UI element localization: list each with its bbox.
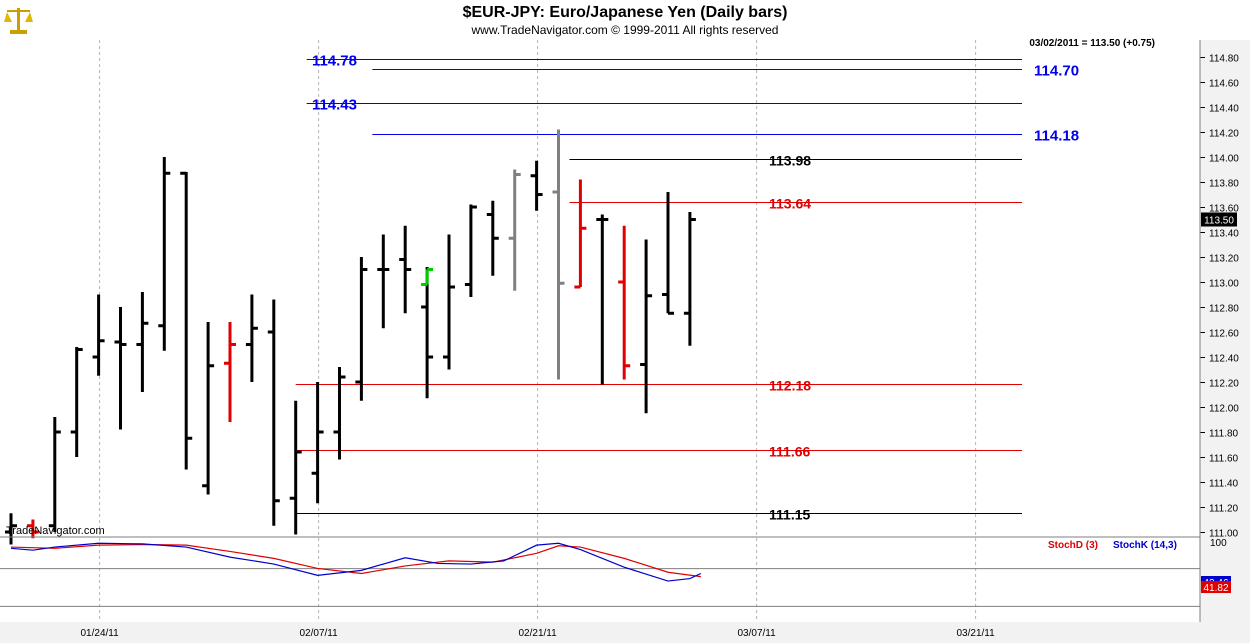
price-bar [245, 294, 258, 382]
date-tick-label: 02/21/11 [519, 628, 558, 639]
price-bar [443, 234, 455, 370]
chart-subtitle: www.TradeNavigator.com © 1999-2011 All r… [471, 23, 779, 37]
level-label-114.78: 114.78 [312, 53, 357, 70]
price-bar [530, 160, 543, 211]
last-quote: 03/02/2011 = 113.50 (+0.75) [1029, 38, 1155, 49]
price-bar [136, 292, 149, 392]
level-lines: 114.78 114.70 114.43 114.18 113.98 113.64 112.… [295, 53, 1079, 523]
price-bar [311, 382, 324, 504]
date-tick-label: 03/07/11 [738, 628, 777, 639]
level-label-111.15: 111.15 [769, 507, 810, 523]
level-label-114.70: 114.70 [1034, 63, 1079, 80]
last-price-label: 113.50 [1204, 216, 1234, 227]
price-axis-panel [1200, 40, 1250, 643]
stochastic-panel [0, 542, 1200, 607]
stoch-axis-100: 100 [1210, 538, 1227, 549]
price-bar [464, 204, 477, 297]
price-tick-label: 114.80 [1209, 54, 1239, 65]
level-label-114.18: 114.18 [1034, 128, 1079, 145]
scales-icon [4, 8, 33, 34]
level-label-113.64: 113.64 [769, 196, 811, 212]
legend-stoch-d: StochD (3) [1048, 540, 1098, 551]
price-tick-label: 111.40 [1209, 479, 1239, 490]
price-tick-label: 111.00 [1209, 529, 1239, 540]
price-bar [333, 367, 346, 460]
price-bar [158, 157, 171, 351]
price-tick-label: 114.20 [1209, 129, 1239, 140]
price-bar [662, 192, 674, 315]
price-bar [224, 322, 236, 422]
price-tick-label: 113.20 [1209, 254, 1239, 265]
stoch-d-value-tag [1201, 581, 1231, 593]
price-tick-label: 112.60 [1209, 329, 1239, 340]
price-bar [289, 400, 302, 535]
price-bar [5, 513, 17, 545]
price-bar [596, 214, 609, 385]
level-label-112.18: 112.18 [769, 378, 811, 394]
price-bar [683, 212, 696, 346]
date-axis-panel [0, 622, 1250, 643]
date-tick-label: 02/07/11 [300, 628, 339, 639]
chart-title: $EUR-JPY: Euro/Japanese Yen (Daily bars) [463, 4, 788, 21]
price-tick-label: 112.40 [1209, 354, 1239, 365]
price-bar [508, 169, 521, 291]
price-tick-label: 114.40 [1209, 104, 1239, 115]
watermark: TradeNavigator.com [6, 525, 105, 537]
price-bar [267, 299, 280, 526]
price-bar [618, 225, 631, 380]
level-label-114.43: 114.43 [312, 97, 357, 114]
price-tick-label: 114.00 [1209, 154, 1239, 165]
legend-stoch-k: StochK (14,3) [1113, 540, 1177, 551]
price-bar [640, 239, 653, 414]
price-bar [114, 307, 127, 430]
price-tick-label: 112.20 [1209, 379, 1239, 390]
price-tick-label: 113.40 [1209, 229, 1239, 240]
price-bars [5, 129, 696, 545]
price-tick-label: 111.60 [1209, 454, 1239, 465]
price-tick-label: 113.00 [1209, 279, 1239, 290]
price-tick-label: 114.60 [1209, 79, 1239, 90]
date-tick-label: 03/21/11 [957, 628, 996, 639]
price-tick-label: 112.00 [1209, 404, 1239, 415]
price-bar [48, 417, 61, 532]
price-bar [377, 234, 390, 329]
date-tick-label: 01/24/11 [81, 628, 120, 639]
date-axis: 01/24/11 02/07/11 02/21/11 03/07/11 03/21/11 [81, 628, 996, 639]
price-bar [421, 268, 434, 286]
price-tick-label: 111.80 [1209, 429, 1239, 440]
price-bar [26, 519, 39, 539]
price-bar [202, 322, 215, 495]
price-tick-label: 111.20 [1209, 504, 1239, 515]
price-bar [355, 257, 368, 401]
price-tick-label: 113.80 [1209, 179, 1239, 190]
price-tick-label: 113.60 [1209, 204, 1239, 215]
price-tick-label: 112.80 [1209, 304, 1239, 315]
level-label-111.66: 111.66 [769, 444, 810, 460]
price-bar [180, 171, 193, 470]
last-price-tag [1201, 212, 1237, 227]
level-label-113.98: 113.98 [769, 153, 811, 169]
stoch-d-value: 41.82 [1203, 583, 1228, 594]
price-bar [574, 179, 587, 289]
price-axis: 111.00 111.20 111.40 111.60 111.80 112.00 112.… [1200, 54, 1239, 540]
price-bar [552, 129, 565, 380]
price-bar [421, 267, 434, 399]
price-bar [92, 294, 105, 376]
stoch-line-d [10, 543, 701, 578]
price-bar [70, 347, 83, 457]
price-bar [486, 200, 499, 276]
price-bar [399, 225, 412, 314]
stoch-line-k [10, 542, 702, 582]
